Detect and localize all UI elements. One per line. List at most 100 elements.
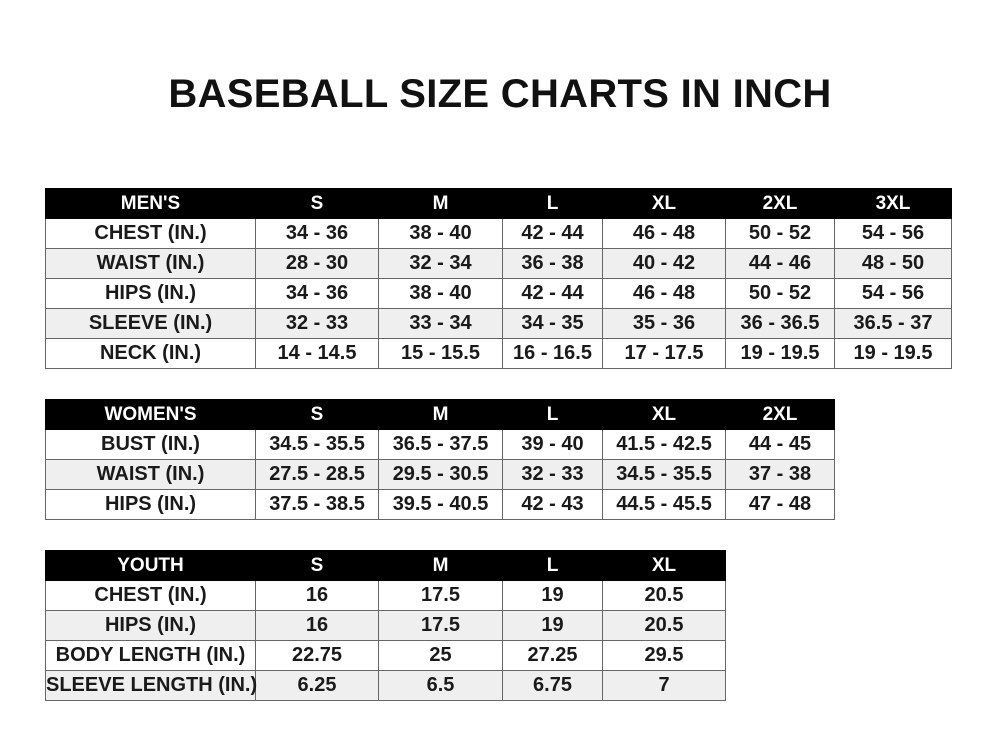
- size-value: 15 - 15.5: [378, 338, 503, 369]
- size-value: 35 - 36: [602, 308, 726, 339]
- size-value: 50 - 52: [725, 218, 835, 249]
- table-row: HIPS (IN.) 37.5 - 38.5 39.5 - 40.5 42 - 43 4…: [45, 489, 835, 520]
- size-value: 27.5 - 28.5: [255, 459, 379, 490]
- measurement-label: SLEEVE LENGTH (IN.): [45, 670, 257, 701]
- size-value: 34.5 - 35.5: [602, 459, 726, 490]
- category-header: WOMEN'S: [45, 399, 256, 430]
- mens-size-table: MEN'S S M L XL 2XL 3XL CHEST (IN.) 34 - 36 38 - 4…: [45, 188, 952, 369]
- size-value: 32 - 33: [255, 308, 379, 339]
- size-value: 29.5 - 30.5: [378, 459, 503, 490]
- size-value: 19: [502, 610, 603, 641]
- size-header: L: [502, 188, 603, 219]
- size-header: S: [255, 188, 379, 219]
- size-header: L: [502, 399, 603, 430]
- size-value: 39.5 - 40.5: [378, 489, 503, 520]
- table-row: BODY LENGTH (IN.) 22.75 25 27.25 29.5: [45, 640, 726, 671]
- size-header: M: [378, 550, 503, 581]
- size-value: 16 - 16.5: [502, 338, 603, 369]
- size-value: 32 - 33: [502, 459, 603, 490]
- size-value: 54 - 56: [834, 218, 952, 249]
- size-value: 36 - 36.5: [725, 308, 835, 339]
- table-row: NECK (IN.) 14 - 14.5 15 - 15.5 16 - 16.5 17 …: [45, 338, 952, 369]
- size-header: 2XL: [725, 399, 835, 430]
- size-value: 28 - 30: [255, 248, 379, 279]
- size-header: S: [255, 399, 379, 430]
- size-value: 38 - 40: [378, 278, 503, 309]
- table-row: CHEST (IN.) 16 17.5 19 20.5: [45, 580, 726, 611]
- measurement-label: WAIST (IN.): [45, 248, 256, 279]
- size-value: 36 - 38: [502, 248, 603, 279]
- measurement-label: CHEST (IN.): [45, 218, 256, 249]
- size-header: 3XL: [834, 188, 952, 219]
- size-value: 39 - 40: [502, 429, 603, 460]
- size-value: 6.25: [255, 670, 379, 701]
- measurement-label: SLEEVE (IN.): [45, 308, 256, 339]
- size-value: 19: [502, 580, 603, 611]
- category-header: MEN'S: [45, 188, 256, 219]
- size-value: 32 - 34: [378, 248, 503, 279]
- table-row: HIPS (IN.) 34 - 36 38 - 40 42 - 44 46 - 48 50…: [45, 278, 952, 309]
- table-row: HIPS (IN.) 16 17.5 19 20.5: [45, 610, 726, 641]
- size-value: 44 - 46: [725, 248, 835, 279]
- womens-size-table: WOMEN'S S M L XL 2XL BUST (IN.) 34.5 - 35.5 36.5…: [45, 399, 835, 520]
- size-value: 42 - 44: [502, 218, 603, 249]
- table-row: SLEEVE LENGTH (IN.) 6.25 6.5 6.75 7: [45, 670, 726, 701]
- size-value: 37.5 - 38.5: [255, 489, 379, 520]
- size-value: 19 - 19.5: [834, 338, 952, 369]
- size-value: 17 - 17.5: [602, 338, 726, 369]
- size-value: 22.75: [255, 640, 379, 671]
- size-value: 17.5: [378, 610, 503, 641]
- category-header: YOUTH: [45, 550, 256, 581]
- measurement-label: HIPS (IN.): [45, 610, 256, 641]
- size-value: 34.5 - 35.5: [255, 429, 379, 460]
- size-value: 19 - 19.5: [725, 338, 835, 369]
- size-value: 38 - 40: [378, 218, 503, 249]
- size-value: 36.5 - 37: [834, 308, 952, 339]
- size-header: XL: [602, 188, 726, 219]
- table-row: BUST (IN.) 34.5 - 35.5 36.5 - 37.5 39 - 40 4…: [45, 429, 835, 460]
- size-value: 6.5: [378, 670, 503, 701]
- size-header: S: [255, 550, 379, 581]
- size-value: 17.5: [378, 580, 503, 611]
- size-value: 42 - 44: [502, 278, 603, 309]
- size-value: 36.5 - 37.5: [378, 429, 503, 460]
- measurement-label: CHEST (IN.): [45, 580, 256, 611]
- measurement-label: WAIST (IN.): [45, 459, 256, 490]
- size-value: 41.5 - 42.5: [602, 429, 726, 460]
- size-value: 16: [255, 580, 379, 611]
- size-value: 46 - 48: [602, 278, 726, 309]
- size-value: 25: [378, 640, 503, 671]
- measurement-label: BODY LENGTH (IN.): [45, 640, 256, 671]
- header-row: MEN'S S M L XL 2XL 3XL: [45, 188, 952, 219]
- table-row: WAIST (IN.) 27.5 - 28.5 29.5 - 30.5 32 - 33…: [45, 459, 835, 490]
- size-header: M: [378, 399, 503, 430]
- size-value: 6.75: [502, 670, 603, 701]
- size-value: 54 - 56: [834, 278, 952, 309]
- size-value: 37 - 38: [725, 459, 835, 490]
- measurement-label: BUST (IN.): [45, 429, 256, 460]
- size-value: 14 - 14.5: [255, 338, 379, 369]
- size-header: XL: [602, 550, 726, 581]
- size-value: 34 - 36: [255, 218, 379, 249]
- size-value: 27.25: [502, 640, 603, 671]
- size-value: 47 - 48: [725, 489, 835, 520]
- table-row: CHEST (IN.) 34 - 36 38 - 40 42 - 44 46 - 48 5…: [45, 218, 952, 249]
- measurement-label: HIPS (IN.): [45, 489, 256, 520]
- measurement-label: HIPS (IN.): [45, 278, 256, 309]
- size-value: 34 - 35: [502, 308, 603, 339]
- size-header: M: [378, 188, 503, 219]
- size-value: 40 - 42: [602, 248, 726, 279]
- page-title: BASEBALL SIZE CHARTS IN INCH: [168, 72, 832, 116]
- header-row: WOMEN'S S M L XL 2XL: [45, 399, 835, 430]
- size-value: 46 - 48: [602, 218, 726, 249]
- size-value: 29.5: [602, 640, 726, 671]
- size-value: 33 - 34: [378, 308, 503, 339]
- size-value: 44 - 45: [725, 429, 835, 460]
- size-value: 16: [255, 610, 379, 641]
- size-value: 42 - 43: [502, 489, 603, 520]
- size-value: 50 - 52: [725, 278, 835, 309]
- size-value: 34 - 36: [255, 278, 379, 309]
- size-value: 44.5 - 45.5: [602, 489, 726, 520]
- size-value: 20.5: [602, 610, 726, 641]
- size-value: 20.5: [602, 580, 726, 611]
